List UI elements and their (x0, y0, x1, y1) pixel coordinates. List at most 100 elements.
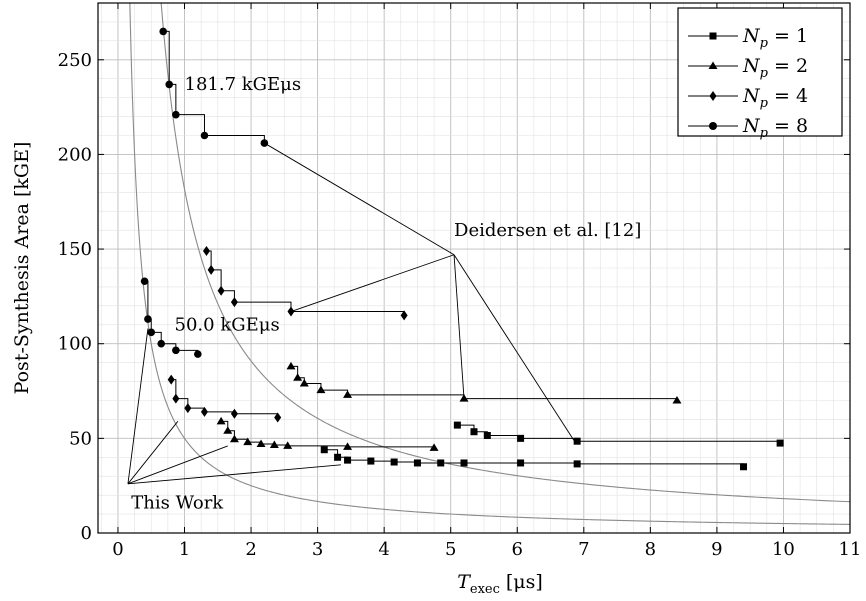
x-axis-label-main: T (457, 571, 471, 593)
data-point (429, 443, 439, 451)
annotation-leader-line (453, 254, 575, 441)
data-point (243, 437, 253, 446)
data-point (274, 412, 282, 423)
x-tick-label: 0 (112, 539, 123, 560)
iso-curve-0 (160, 3, 850, 503)
series-np-3 (140, 27, 269, 358)
x-tick-label: 4 (378, 539, 389, 560)
data-point (194, 350, 202, 358)
x-tick-label: 10 (772, 539, 795, 560)
legend-label-np2: Np = 2 (742, 55, 808, 81)
data-point (140, 277, 149, 286)
data-point (184, 403, 192, 414)
legend-entry-np8: Np = 8 (688, 115, 808, 141)
legend-box (677, 7, 843, 137)
data-point (223, 426, 233, 434)
y-tick-label: 250 (58, 50, 92, 71)
annotation-deidersen: Deidersen et al. [12] (454, 220, 641, 241)
data-point (517, 434, 525, 442)
y-tick-label: 150 (58, 239, 92, 260)
series-line-2-1 (206, 250, 405, 316)
data-point (159, 27, 168, 36)
legend-entry-np1: Np = 1 (688, 25, 808, 51)
data-point (286, 361, 296, 370)
legend-entry-np4: Np = 4 (688, 85, 808, 111)
data-point (230, 297, 238, 308)
data-point (256, 439, 266, 448)
y-axis-label: Post-Synthesis Area [kGE] (11, 142, 33, 395)
annotation-iso-low: 50.0 kGEμs (175, 314, 280, 335)
data-point (573, 437, 581, 445)
series-np-0 (320, 421, 784, 471)
data-point (172, 393, 180, 404)
data-point (144, 315, 152, 323)
x-tick-label: 5 (445, 539, 456, 560)
x-axis-label: Texec [μs] (457, 571, 543, 597)
x-tick-label: 3 (312, 539, 323, 560)
data-point (283, 441, 293, 449)
x-tick-label: 11 (839, 539, 862, 560)
annotation-leader-line (127, 421, 179, 485)
data-point (167, 374, 175, 385)
data-point (437, 459, 445, 467)
data-point (367, 457, 375, 465)
data-point (147, 328, 156, 337)
data-point (776, 439, 784, 447)
legend-marker-np2 (708, 61, 718, 69)
data-point (165, 80, 174, 89)
annotation-iso-high: 181.7 kGEμs (185, 74, 302, 95)
annotation-leader-line (290, 254, 455, 312)
legend-label-np4: Np = 4 (742, 85, 808, 111)
legend-marker-np1 (709, 32, 717, 40)
series-layer (140, 27, 784, 471)
data-point (459, 394, 469, 402)
data-point (172, 110, 180, 119)
annotation-leader-line (127, 445, 228, 485)
data-point (202, 245, 210, 256)
data-point (343, 390, 353, 398)
data-point (573, 460, 581, 468)
data-point (740, 463, 748, 471)
x-tick-label: 7 (578, 539, 589, 560)
data-point (470, 428, 478, 436)
data-point (344, 456, 352, 464)
x-tick-label: 8 (645, 539, 656, 560)
data-point (460, 459, 468, 467)
y-tick-label: 200 (58, 144, 92, 165)
data-point (672, 396, 682, 404)
annotation-leader-line (127, 464, 341, 485)
data-point (390, 458, 398, 466)
annotation-leader-line (453, 254, 465, 399)
data-point (260, 139, 269, 147)
data-point (200, 406, 208, 417)
annotation-leaders (127, 142, 575, 485)
legend-marker-np4 (709, 91, 717, 101)
data-point (483, 432, 491, 440)
plot-frame (97, 2, 851, 534)
series-np-1 (216, 361, 682, 451)
data-point (217, 285, 225, 296)
data-point (207, 264, 215, 275)
legend-marker-np8 (709, 122, 717, 130)
series-line-1-0 (221, 420, 435, 448)
y-tick-label: 50 (69, 428, 92, 449)
legend: Np = 1 Np = 2 Np = 4 Np = 8 (677, 7, 843, 141)
annotation-leader-line (127, 328, 149, 484)
data-point (229, 434, 239, 443)
annotation-this-work: This Work (131, 492, 224, 513)
data-point (269, 440, 279, 448)
data-point (216, 416, 226, 425)
x-tick-label: 6 (512, 539, 523, 560)
data-point (334, 453, 342, 461)
x-tick-label: 9 (711, 539, 722, 560)
ticks: 0 1 2 3 4 5 6 7 8 9 10 11 0 50 100 150 200 250 (58, 3, 862, 560)
data-point (293, 373, 303, 381)
y-tick-label: 100 (58, 334, 92, 355)
x-axis-label-sub: exec (470, 582, 500, 597)
data-point (320, 446, 328, 454)
x-tick-label: 2 (245, 539, 256, 560)
legend-entry-np2: Np = 2 (688, 55, 808, 81)
data-point (287, 306, 295, 317)
legend-label-np8: Np = 8 (742, 115, 808, 141)
